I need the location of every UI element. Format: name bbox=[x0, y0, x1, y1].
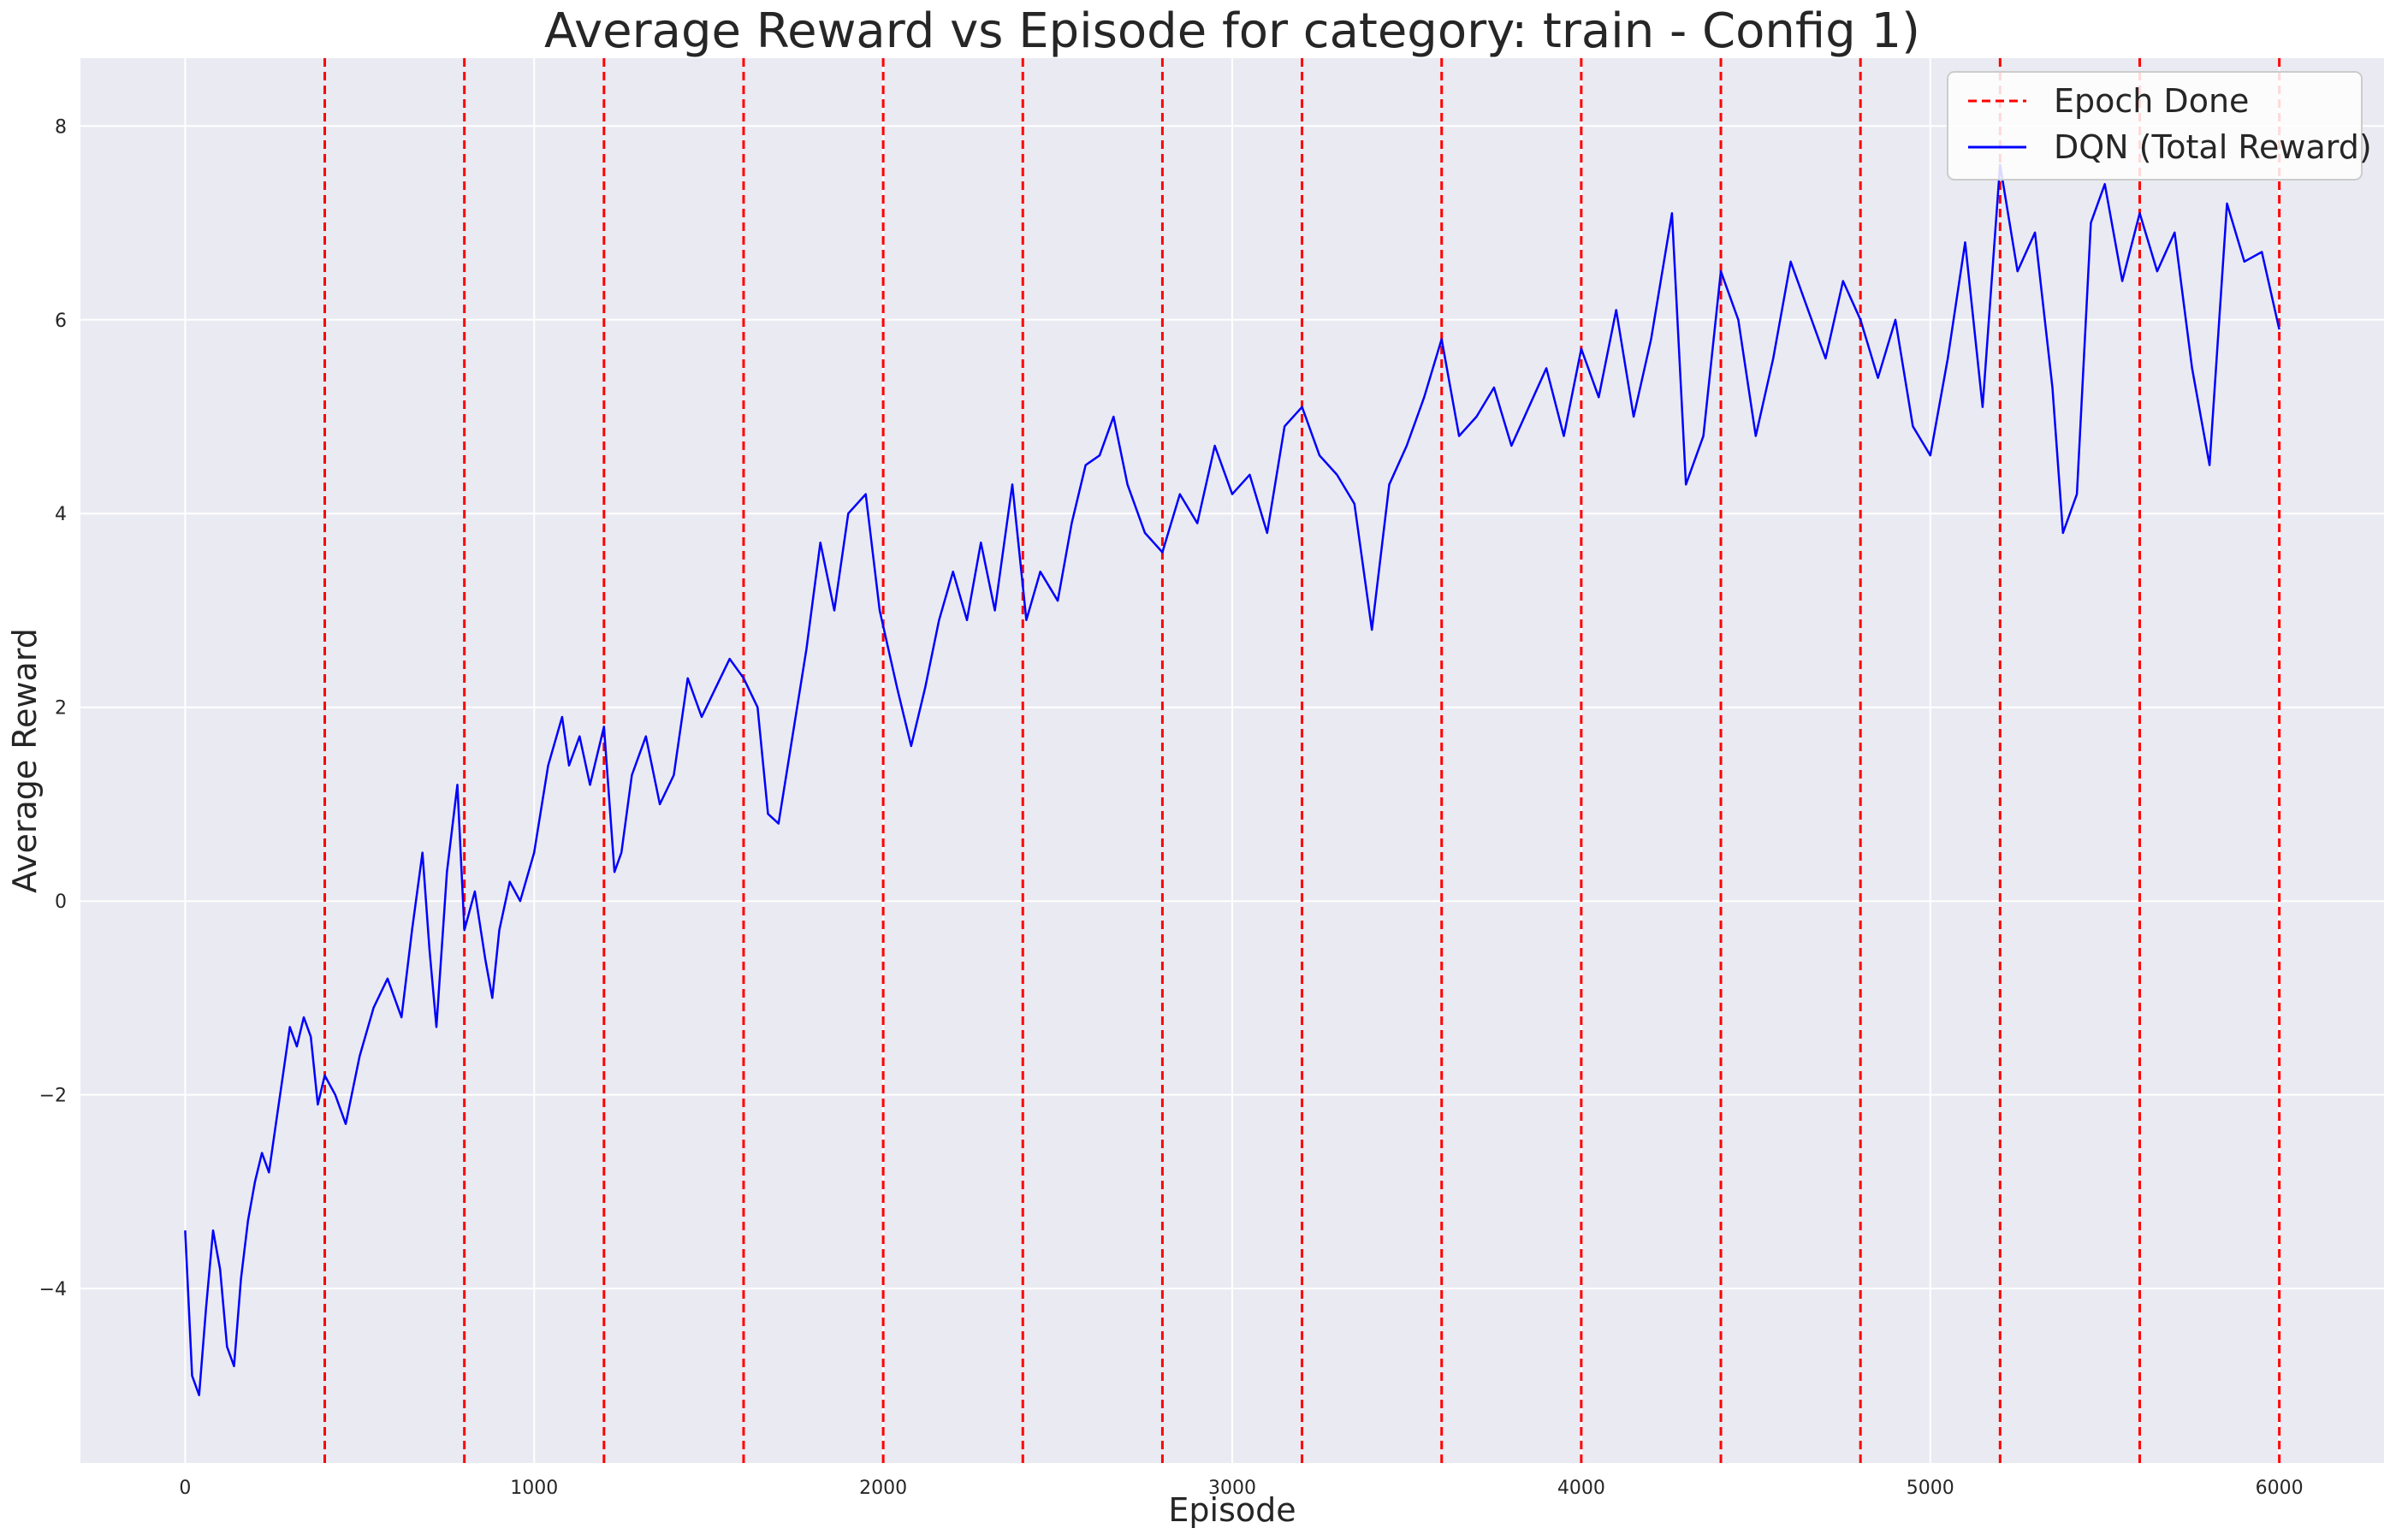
x-axis-label: Episode bbox=[1168, 1491, 1296, 1529]
y-tick-label: −2 bbox=[39, 1086, 67, 1107]
x-tick-label: 1000 bbox=[510, 1478, 558, 1499]
y-tick-label: 2 bbox=[55, 698, 67, 720]
y-tick-labels: −4 −2 0 2 4 6 8 bbox=[39, 116, 67, 1300]
series-line-dqn bbox=[184, 163, 2280, 1396]
x-tick-label: 2000 bbox=[859, 1478, 907, 1499]
x-tick-label: 0 bbox=[179, 1478, 191, 1499]
legend-label-dqn: DQN (Total Reward) bbox=[2054, 128, 2372, 166]
x-tick-labels: 0 1000 2000 3000 4000 5000 6000 bbox=[179, 1478, 2303, 1499]
x-tick-label: 4000 bbox=[1557, 1478, 1605, 1499]
y-tick-label: 6 bbox=[55, 311, 67, 332]
x-tick-label: 3000 bbox=[1208, 1478, 1256, 1499]
legend-box bbox=[1947, 71, 2363, 181]
x-tick-label: 5000 bbox=[1907, 1478, 1954, 1499]
y-axis-label: Average Reward bbox=[6, 628, 44, 893]
legend-label-epoch: Epoch Done bbox=[2054, 82, 2249, 120]
epoch-lines bbox=[323, 58, 2281, 1463]
y-tick-label: 8 bbox=[55, 116, 67, 138]
x-tick-label: 6000 bbox=[2256, 1478, 2304, 1499]
y-tick-label: −4 bbox=[39, 1279, 67, 1300]
chart-title: Average Reward vs Episode for category: … bbox=[544, 3, 1920, 59]
y-tick-label: 0 bbox=[55, 891, 67, 913]
legend: Epoch Done DQN (Total Reward) bbox=[1947, 71, 2372, 181]
y-tick-label: 4 bbox=[55, 504, 67, 525]
